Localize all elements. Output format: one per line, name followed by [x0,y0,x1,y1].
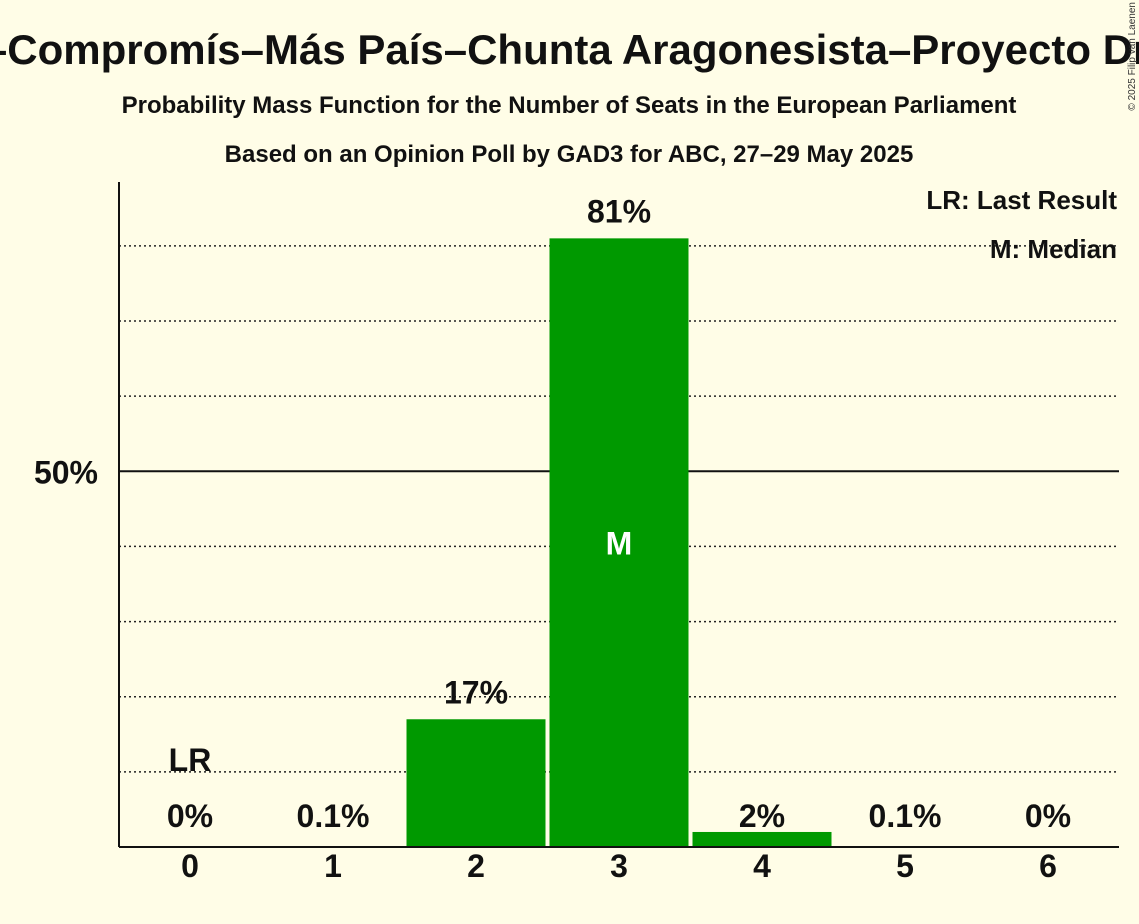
x-tick-label-6: 6 [1039,848,1057,884]
bars: 0% LR 0.1% 17% 81% M 2% 0.1% 0% [167,193,1071,847]
last-result-marker: LR [169,742,212,778]
x-tick-label-4: 4 [753,848,771,884]
value-label-1: 0.1% [297,798,370,834]
x-tick-label-5: 5 [896,848,914,884]
bar-2 [406,719,546,847]
legend-median: M: Median [990,234,1117,264]
value-label-0: 0% [167,798,213,834]
value-label-4: 2% [739,798,785,834]
y-tick-label-50: 50% [34,454,98,490]
median-marker: M [606,526,633,562]
copyright-notice: © 2025 Filip van Laenen [1127,2,1138,111]
legend-last-result: LR: Last Result [926,185,1117,215]
axes: 50% 0 1 2 3 4 5 6 [34,182,1119,884]
chart-subtitle: Probability Mass Function for the Number… [122,92,1017,119]
x-tick-label-3: 3 [610,848,628,884]
value-label-5: 0.1% [869,798,942,834]
bar-3 [549,238,689,847]
chart-subtitle-source: Based on an Opinion Poll by GAD3 for ABC… [225,141,914,168]
value-label-2: 17% [444,674,508,710]
value-label-6: 0% [1025,798,1071,834]
x-tick-label-2: 2 [467,848,485,884]
chart-title: Sumar–Catalunya en Comú–Més–Compromís–Má… [0,26,1139,73]
x-tick-label-0: 0 [181,848,199,884]
x-tick-label-1: 1 [324,848,342,884]
bar-4 [692,831,832,847]
value-label-3: 81% [587,193,651,229]
